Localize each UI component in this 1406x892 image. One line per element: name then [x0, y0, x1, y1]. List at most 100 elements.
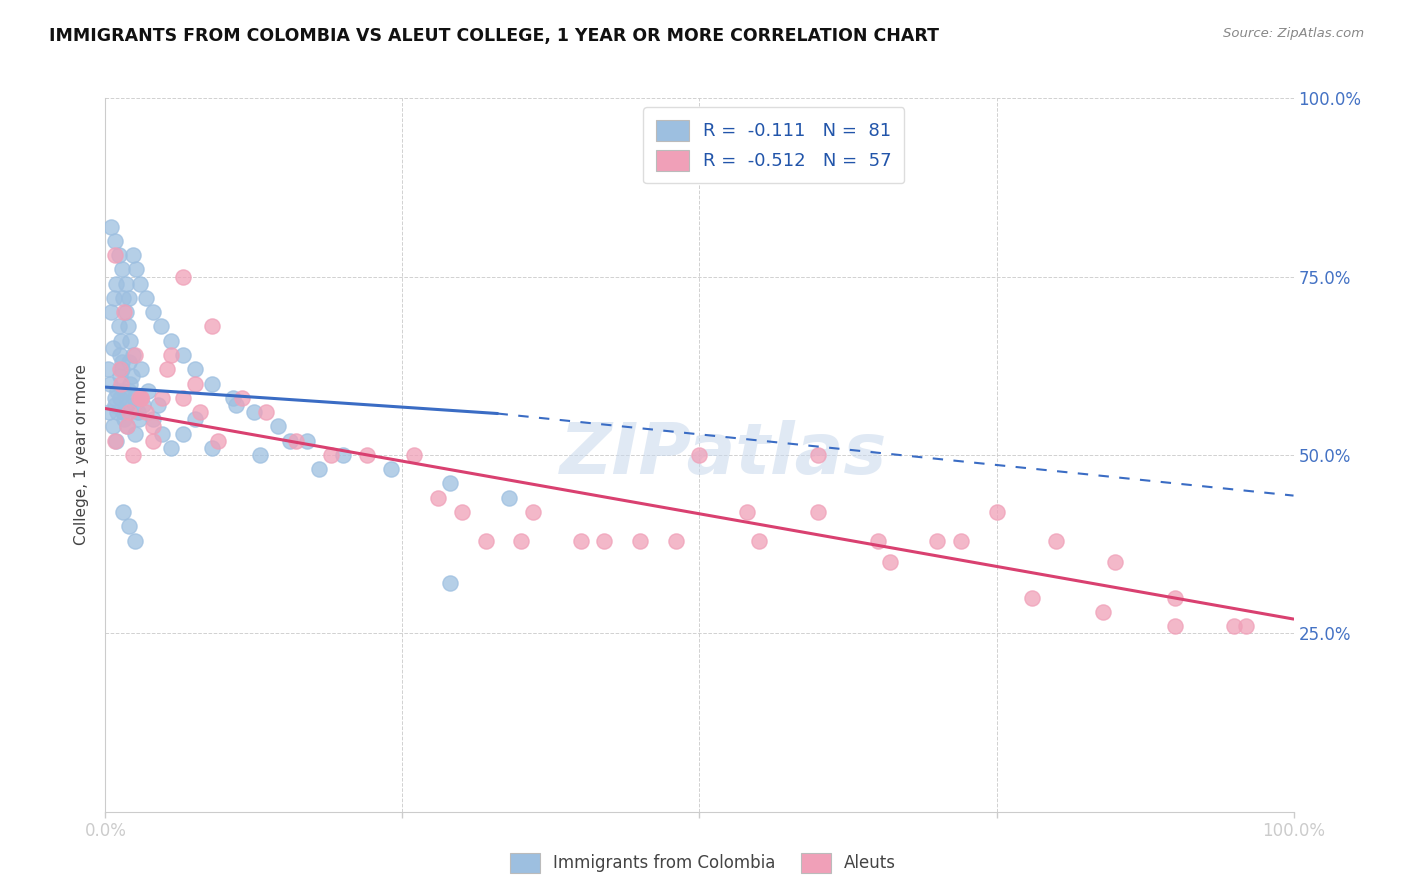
- Point: [183, 376, 205, 391]
- Point: [474, 533, 496, 548]
- Point: [152, 391, 174, 405]
- Point: [129, 391, 152, 405]
- Point: [114, 305, 136, 319]
- Point: [122, 391, 145, 405]
- Point: [111, 262, 134, 277]
- Point: [201, 376, 224, 391]
- Legend: Immigrants from Colombia, Aleuts: Immigrants from Colombia, Aleuts: [503, 847, 903, 880]
- Point: [267, 419, 290, 434]
- Point: [110, 376, 132, 391]
- Point: [112, 291, 135, 305]
- Point: [172, 269, 194, 284]
- Point: [1164, 591, 1187, 605]
- Point: [380, 462, 402, 476]
- Point: [104, 434, 127, 448]
- Point: [112, 505, 135, 519]
- Point: [117, 319, 139, 334]
- Point: [118, 405, 141, 419]
- Point: [1234, 619, 1257, 633]
- Point: [135, 291, 157, 305]
- Point: [129, 362, 152, 376]
- Point: [1164, 619, 1187, 633]
- Point: [121, 448, 143, 462]
- Point: [1021, 591, 1043, 605]
- Point: [142, 305, 165, 319]
- Point: [1092, 605, 1115, 619]
- Point: [124, 348, 146, 362]
- Point: [254, 405, 277, 419]
- Point: [183, 362, 205, 376]
- Point: [110, 334, 132, 348]
- Point: [221, 391, 243, 405]
- Point: [115, 419, 138, 434]
- Point: [439, 576, 461, 591]
- Point: [118, 384, 141, 398]
- Point: [150, 319, 173, 334]
- Point: [207, 434, 229, 448]
- Point: [925, 533, 948, 548]
- Point: [498, 491, 520, 505]
- Point: [121, 369, 143, 384]
- Point: [156, 362, 179, 376]
- Point: [735, 505, 758, 519]
- Point: [128, 391, 150, 405]
- Point: [297, 434, 319, 448]
- Text: Source: ZipAtlas.com: Source: ZipAtlas.com: [1223, 27, 1364, 40]
- Point: [108, 362, 131, 376]
- Point: [321, 448, 343, 462]
- Point: [108, 391, 131, 405]
- Point: [115, 398, 138, 412]
- Point: [115, 398, 138, 412]
- Legend: R =  -0.111   N =  81, R =  -0.512   N =  57: R = -0.111 N = 81, R = -0.512 N = 57: [644, 107, 904, 183]
- Point: [127, 405, 149, 419]
- Point: [124, 533, 146, 548]
- Point: [101, 341, 124, 355]
- Point: [121, 248, 143, 262]
- Point: [159, 334, 181, 348]
- Point: [172, 426, 194, 441]
- Point: [107, 248, 129, 262]
- Point: [118, 355, 141, 369]
- Point: [124, 426, 146, 441]
- Point: [172, 391, 194, 405]
- Point: [104, 234, 127, 248]
- Point: [98, 376, 121, 391]
- Point: [136, 384, 159, 398]
- Point: [159, 441, 181, 455]
- Point: [104, 398, 127, 412]
- Point: [129, 391, 152, 405]
- Point: [522, 505, 544, 519]
- Point: [101, 419, 124, 434]
- Point: [225, 398, 247, 412]
- Point: [100, 305, 122, 319]
- Point: [129, 277, 152, 291]
- Point: [183, 412, 205, 426]
- Point: [450, 505, 472, 519]
- Point: [108, 369, 131, 384]
- Point: [159, 348, 181, 362]
- Point: [105, 384, 128, 398]
- Point: [108, 348, 131, 362]
- Point: [748, 533, 770, 548]
- Y-axis label: College, 1 year or more: College, 1 year or more: [75, 365, 90, 545]
- Point: [308, 462, 330, 476]
- Point: [190, 405, 212, 419]
- Point: [120, 376, 142, 391]
- Point: [135, 405, 157, 419]
- Point: [986, 505, 1008, 519]
- Point: [111, 355, 134, 369]
- Point: [105, 277, 128, 291]
- Point: [949, 533, 972, 548]
- Point: [243, 405, 266, 419]
- Point: [118, 291, 141, 305]
- Point: [356, 448, 378, 462]
- Text: ZIPatlas: ZIPatlas: [560, 420, 887, 490]
- Point: [152, 426, 174, 441]
- Point: [404, 448, 426, 462]
- Point: [114, 277, 136, 291]
- Point: [231, 391, 253, 405]
- Point: [593, 533, 616, 548]
- Point: [128, 412, 150, 426]
- Point: [111, 362, 134, 376]
- Point: [146, 398, 169, 412]
